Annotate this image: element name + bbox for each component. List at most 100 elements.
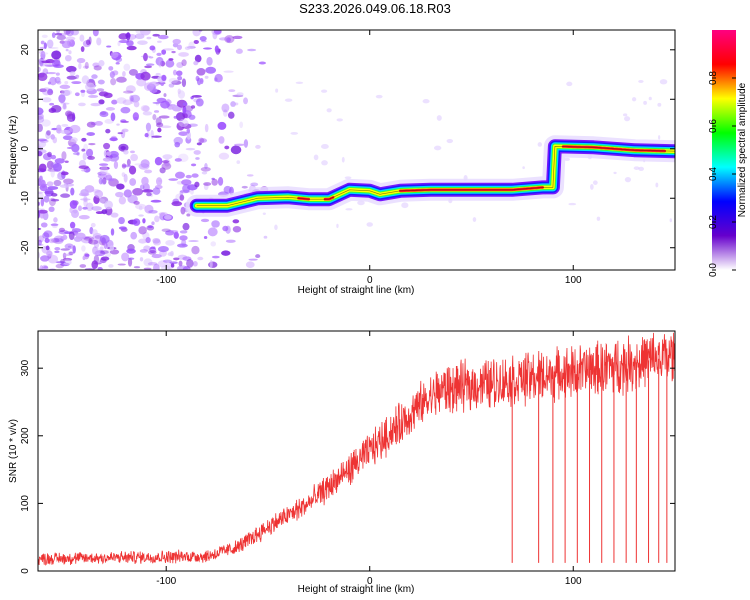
noise-speckle [81,75,90,84]
noise-speckle [537,142,543,147]
noise-speckle [94,121,103,126]
noise-speckle [221,250,231,256]
noise-speckle [38,239,42,246]
noise-speckle [70,137,78,143]
noise-speckle [179,230,188,234]
noise-speckle [153,263,160,270]
noise-speckle [186,128,191,134]
noise-speckle [80,198,91,201]
noise-speckle [154,156,163,166]
noise-speckle [133,266,141,269]
noise-speckle [81,245,86,252]
noise-speckle [49,76,57,86]
noise-speckle [69,200,78,209]
noise-speckle [204,75,209,79]
noise-speckle [564,157,570,161]
noise-speckle [152,187,161,195]
noise-speckle [53,237,64,245]
noise-speckle [75,74,80,78]
noise-speckle [138,226,147,235]
noise-speckle [120,119,127,123]
noise-speckle [191,163,197,167]
noise-speckle [65,48,69,52]
noise-speckle [184,46,191,51]
noise-speckle [200,218,210,223]
noise-speckle [100,165,108,175]
noise-speckle [162,259,172,263]
noise-speckle [222,109,228,117]
noise-speckle [140,71,151,81]
noise-speckle [313,154,319,161]
noise-speckle [41,119,51,127]
noise-speckle [39,59,44,67]
noise-speckle [139,249,149,253]
noise-speckle [161,49,167,55]
noise-speckle [180,207,186,210]
noise-speckle [321,160,328,166]
noise-speckle [138,163,150,170]
noise-speckle [182,102,188,106]
noise-speckle [68,231,75,240]
noise-speckle [63,182,70,185]
noise-speckle [106,45,112,48]
noise-speckle [83,236,94,241]
noise-speckle [46,160,54,170]
noise-speckle [70,30,79,36]
colorbar-tick-label: 0.4 [708,167,719,181]
noise-speckle [147,225,153,229]
noise-speckle [125,85,136,94]
noise-speckle [92,229,98,236]
noise-speckle [67,129,72,135]
noise-speckle [78,215,90,220]
snr-series-line [38,332,675,566]
y-tick-label: 10 [20,93,31,105]
noise-speckle [88,142,96,146]
noise-speckle [43,195,50,203]
noise-speckle [99,246,104,251]
noise-speckle [39,185,47,190]
noise-speckle [117,132,124,135]
noise-speckle [208,261,218,268]
noise-speckle [161,74,167,82]
noise-speckle [181,179,192,186]
noise-speckle [138,214,144,217]
noise-speckle [108,178,115,182]
noise-speckle [148,56,154,59]
noise-speckle [142,218,146,224]
noise-speckle [129,178,137,186]
snr-x-ticks: -100 0 100 [156,331,582,587]
noise-speckle [56,30,61,34]
noise-speckle [136,78,147,87]
noise-speckle [61,151,67,161]
snr-y-axis-label: SNR (10 * v/v) [8,419,19,483]
noise-speckle [45,130,51,140]
noise-speckle [63,178,74,185]
noise-speckle [97,266,103,270]
noise-speckle [295,81,304,84]
noise-speckle [139,184,145,190]
noise-speckle [176,44,182,51]
noise-speckle [158,115,170,119]
noise-speckle [61,40,72,49]
noise-speckle [128,165,137,175]
snr-y-ticks: 0 100 200 300 [20,359,675,574]
noise-speckle [255,144,261,149]
noise-speckle [199,35,207,42]
noise-speckle [217,176,224,186]
noise-speckle [156,52,162,57]
noise-speckle [44,190,55,195]
noise-speckle [101,209,108,215]
noise-speckle [191,173,199,178]
noise-speckle [225,239,236,243]
noise-speckle [168,83,175,88]
y-tick-label: 100 [20,495,31,512]
colorbar-gradient [712,30,736,270]
noise-speckle [205,66,217,74]
noise-speckle [86,121,96,128]
noise-speckle [70,187,75,196]
noise-speckle [146,192,152,197]
noise-speckle [53,235,65,243]
noise-speckle [44,237,50,244]
noise-speckle [186,213,191,217]
noise-speckle [143,258,153,267]
